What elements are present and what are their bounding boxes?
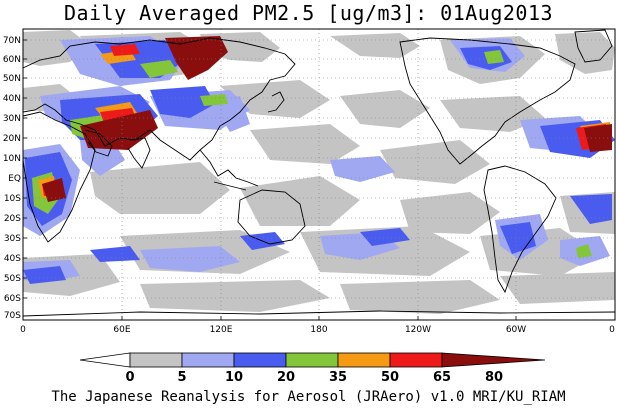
lat-label: 70N xyxy=(3,36,21,46)
lat-label: 40N xyxy=(3,94,21,104)
lon-label: 0 xyxy=(609,325,615,335)
lat-label: 60N xyxy=(3,55,21,65)
colorbar-segment xyxy=(441,352,546,368)
lon-label: 60W xyxy=(506,325,526,335)
lon-label: 0 xyxy=(20,325,26,335)
colorbar-tick: 5 xyxy=(177,370,186,385)
chart-title: Daily Averaged PM2.5 [ug/m3]: 01Aug2013 xyxy=(63,1,554,25)
map-panel xyxy=(23,29,615,320)
lon-label: 120W xyxy=(405,325,431,335)
colorbar-segment xyxy=(79,352,131,368)
colorbar-tick: 65 xyxy=(433,370,451,385)
colorbar-tick-labels: 0 5 10 20 35 50 65 80 xyxy=(125,370,503,385)
lat-label: 20N xyxy=(3,134,21,144)
colorbar-segment xyxy=(337,352,391,368)
colorbar-tick: 80 xyxy=(485,370,503,385)
colorbar-tick: 35 xyxy=(329,370,347,385)
latitude-labels: 70N 60N 50N 40N 30N 20N 10N EQ 10S 20S 3… xyxy=(3,36,21,321)
longitude-labels: 0 60E 120E 180 120W 60W 0 xyxy=(20,325,615,335)
colorbar-tick: 10 xyxy=(225,370,243,385)
pm25-band-above-80 xyxy=(42,36,612,202)
axis-ticks xyxy=(23,39,517,320)
lat-label: 70S xyxy=(4,311,21,321)
lat-label: 30S xyxy=(4,234,21,244)
colorbar-segment xyxy=(285,352,339,368)
colorbar-tick: 0 xyxy=(125,370,134,385)
data-source-caption: The Japanese Reanalysis for Aerosol (JRA… xyxy=(51,389,566,405)
lat-label: EQ xyxy=(8,174,21,184)
lon-label: 180 xyxy=(310,325,327,335)
colorbar-tick: 20 xyxy=(277,370,295,385)
lat-label: 60S xyxy=(4,294,21,304)
colorbar-tick: 50 xyxy=(381,370,399,385)
colorbar-segment xyxy=(389,352,443,368)
colorbar-segment xyxy=(181,352,235,368)
colorbar: 0 5 10 20 35 50 65 80 xyxy=(79,352,546,385)
lon-label: 60E xyxy=(113,325,130,335)
lat-label: 40S xyxy=(4,254,21,264)
map-gridlines xyxy=(23,29,615,320)
lat-label: 50S xyxy=(4,274,21,284)
lat-label: 10S xyxy=(4,194,21,204)
lon-label: 120E xyxy=(210,325,233,335)
lat-label: 20S xyxy=(4,214,21,224)
lat-label: 50N xyxy=(3,74,21,84)
coastlines xyxy=(23,29,615,317)
colorbar-segment xyxy=(129,352,183,368)
lat-label: 10N xyxy=(3,154,21,164)
lat-label: 30N xyxy=(3,114,21,124)
colorbar-segment xyxy=(233,352,287,368)
